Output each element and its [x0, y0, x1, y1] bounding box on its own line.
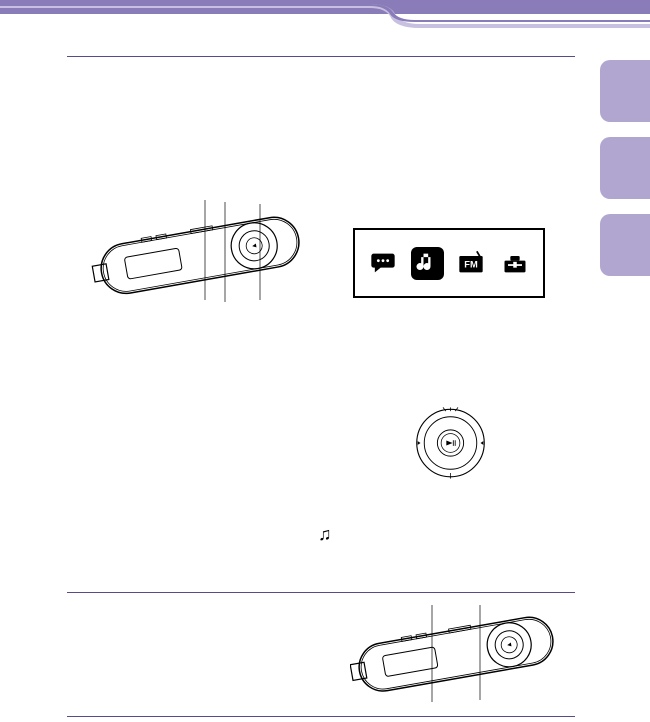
header-swoosh: [0, 4, 650, 28]
control-wheel-detail: [413, 404, 488, 482]
side-tabs: [600, 60, 650, 291]
speech-icon: [367, 247, 400, 280]
side-tab-3[interactable]: [600, 214, 650, 276]
lcd-menu-screen: FM: [353, 228, 545, 298]
content-rule-1: [67, 56, 575, 57]
fm-icon: FM: [455, 247, 488, 280]
svg-text:FM: FM: [464, 260, 478, 270]
toolbox-icon: [499, 247, 532, 280]
music-note-icon: ♫: [318, 524, 332, 545]
music-icon: [411, 247, 444, 280]
device-illustration-bottom: [350, 600, 565, 708]
content-rule-3: [67, 716, 575, 717]
device-illustration-top: [90, 200, 315, 310]
side-tab-1[interactable]: [600, 60, 650, 122]
side-tab-2[interactable]: [600, 137, 650, 199]
content-rule-2: [67, 592, 575, 593]
